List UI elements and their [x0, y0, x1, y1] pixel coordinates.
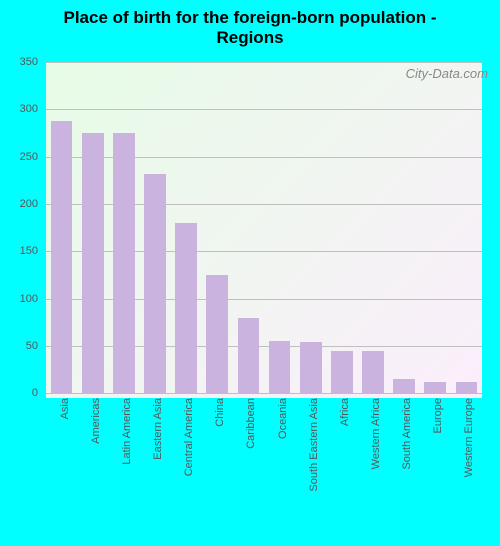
ytick-label: 300 [20, 103, 46, 115]
bar-slot: China [202, 62, 233, 398]
xtick-label: Western Africa [364, 398, 382, 469]
bar-slot: South America [389, 62, 420, 398]
bar-slot: Africa [326, 62, 357, 398]
bar-slot: Americas [77, 62, 108, 398]
bar [206, 275, 228, 393]
bar-slot: Latin America [108, 62, 139, 398]
bar-slot: Caribbean [233, 62, 264, 398]
xtick-label: Oceania [271, 398, 289, 439]
bar [113, 133, 135, 393]
xtick-label: Latin America [115, 398, 133, 465]
bar-slot: Western Europe [451, 62, 482, 398]
ytick-label: 0 [32, 387, 46, 399]
bar [331, 351, 353, 394]
xtick-label: Africa [333, 398, 351, 426]
chart-title: Place of birth for the foreign-born popu… [0, 8, 500, 48]
bar [456, 382, 478, 393]
bar [269, 341, 291, 393]
ytick-label: 150 [20, 245, 46, 257]
chart-canvas: Place of birth for the foreign-born popu… [0, 0, 500, 546]
bars-layer: AsiaAmericasLatin AmericaEastern AsiaCen… [46, 62, 482, 398]
ytick-label: 100 [20, 293, 46, 305]
xtick-label: South Eastern Asia [302, 398, 320, 492]
xtick-label: Caribbean [239, 398, 257, 449]
xtick-label: Europe [426, 398, 444, 433]
bar [424, 382, 446, 393]
bar [175, 223, 197, 393]
bar [238, 318, 260, 394]
bar [362, 351, 384, 394]
bar [393, 379, 415, 393]
bar-slot: Eastern Asia [139, 62, 170, 398]
bar-slot: South Eastern Asia [295, 62, 326, 398]
bar-slot: Europe [420, 62, 451, 398]
bar-slot: Western Africa [357, 62, 388, 398]
xtick-label: Asia [53, 398, 71, 419]
xtick-label: Western Europe [457, 398, 475, 477]
ytick-label: 50 [26, 340, 46, 352]
xtick-label: Eastern Asia [146, 398, 164, 460]
ytick-label: 250 [20, 151, 46, 163]
xtick-label: China [208, 398, 226, 427]
bar [300, 342, 322, 393]
bar [82, 133, 104, 393]
plot-area: 050100150200250300350 AsiaAmericasLatin … [46, 62, 482, 398]
xtick-label: Americas [84, 398, 102, 444]
xtick-label: South America [395, 398, 413, 470]
bar-slot: Central America [171, 62, 202, 398]
bar [144, 174, 166, 394]
bar [51, 121, 73, 394]
bar-slot: Oceania [264, 62, 295, 398]
xtick-label: Central America [177, 398, 195, 476]
bar-slot: Asia [46, 62, 77, 398]
ytick-label: 350 [20, 56, 46, 68]
ytick-label: 200 [20, 198, 46, 210]
